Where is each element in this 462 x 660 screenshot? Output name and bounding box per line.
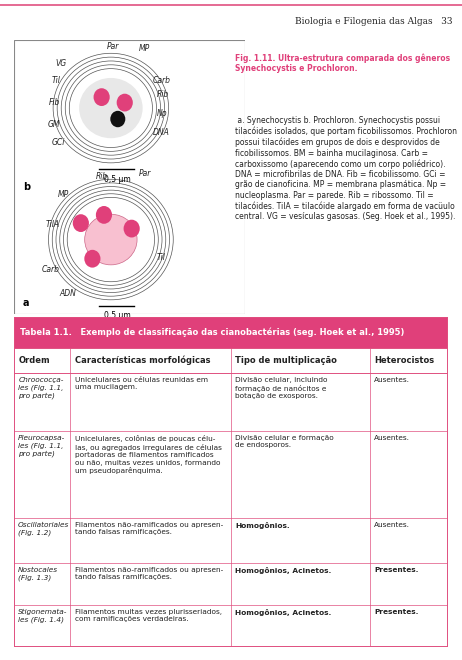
Text: Homogônios.: Homogônios. (235, 522, 290, 529)
Text: Carb: Carb (42, 265, 60, 274)
Text: Rib: Rib (96, 172, 108, 181)
Text: b: b (23, 182, 30, 192)
Text: DNA: DNA (152, 128, 170, 137)
Text: Filamentos não-ramificados ou apresen-
tando falsas ramificações.: Filamentos não-ramificados ou apresen- t… (75, 522, 223, 535)
Text: Tabela 1.1.   Exemplo de classificação das cianobactérias (seg. Hoek et al., 199: Tabela 1.1. Exemplo de classificação das… (20, 328, 405, 337)
Text: Til: Til (157, 253, 166, 262)
Text: Homogônios, Acinetos.: Homogônios, Acinetos. (235, 567, 332, 574)
Text: Filamentos muitas vezes plurisseriados,
com ramificações verdadeiras.: Filamentos muitas vezes plurisseriados, … (75, 609, 222, 622)
Text: Pleurocapsa-
les (Fig. 1.1,
pro parte): Pleurocapsa- les (Fig. 1.1, pro parte) (18, 435, 66, 457)
Text: Ausentes.: Ausentes. (374, 522, 410, 528)
Text: Ordem: Ordem (18, 356, 50, 365)
FancyBboxPatch shape (14, 317, 448, 647)
Text: Presentes.: Presentes. (374, 567, 419, 573)
FancyBboxPatch shape (14, 317, 448, 348)
Text: a. Synechocystis b. Prochloron. Synechocystis possui tilacóides isolados, que po: a. Synechocystis b. Prochloron. Synechoc… (235, 116, 457, 221)
Text: Til: Til (51, 76, 60, 85)
Text: Ausentes.: Ausentes. (374, 435, 410, 441)
FancyBboxPatch shape (14, 40, 245, 314)
Text: Carb: Carb (152, 76, 170, 85)
Text: Nostocales
(Fig. 1.3): Nostocales (Fig. 1.3) (18, 567, 58, 581)
Text: Par: Par (107, 42, 119, 51)
Text: Divisão celular, incluindo
formação de nanócitos e
botação de exosporos.: Divisão celular, incluindo formação de n… (235, 377, 328, 399)
Ellipse shape (85, 214, 137, 265)
Text: MP: MP (58, 190, 69, 199)
Text: Rib: Rib (157, 90, 170, 99)
Text: Chroococça-
les (Fig. 1.1,
pro parte): Chroococça- les (Fig. 1.1, pro parte) (18, 377, 64, 399)
Text: VG: VG (56, 59, 67, 68)
Text: Par: Par (139, 169, 151, 178)
Ellipse shape (73, 214, 89, 232)
Text: Stigonemata-
les (Fig. 1.4): Stigonemata- les (Fig. 1.4) (18, 609, 67, 623)
Text: Biologia e Filogenia das Algas   33: Biologia e Filogenia das Algas 33 (295, 16, 453, 26)
Text: Presentes.: Presentes. (374, 609, 419, 615)
Ellipse shape (93, 88, 110, 106)
Text: MP: MP (139, 44, 150, 53)
Text: Heterocistos: Heterocistos (374, 356, 434, 365)
Text: a: a (23, 298, 30, 308)
Text: GCi: GCi (51, 137, 65, 147)
Ellipse shape (96, 206, 112, 224)
Ellipse shape (79, 78, 143, 138)
Text: ADN: ADN (59, 289, 76, 298)
Ellipse shape (110, 111, 125, 127)
Ellipse shape (84, 250, 100, 267)
Text: Divisão celular e formação
de endosporos.: Divisão celular e formação de endosporos… (235, 435, 334, 448)
Text: Ausentes.: Ausentes. (374, 377, 410, 383)
Text: TilA: TilA (46, 220, 60, 229)
Text: Características morfológicas: Características morfológicas (75, 356, 210, 365)
Text: GM: GM (48, 120, 60, 129)
Text: Filamentos não-ramificados ou apresen-
tando falsas ramificações.: Filamentos não-ramificados ou apresen- t… (75, 567, 223, 581)
Text: Unicelulares, colônias de poucas célu-
las, ou agregados irregulares de células
: Unicelulares, colônias de poucas célu- l… (75, 435, 222, 475)
Text: Unicelulares ou células reunidas em
uma mucilagem.: Unicelulares ou células reunidas em uma … (75, 377, 208, 390)
Text: Tipo de multiplicação: Tipo de multiplicação (235, 356, 337, 365)
Text: Homogônios, Acinetos.: Homogônios, Acinetos. (235, 609, 332, 616)
Text: Np: Np (157, 109, 168, 118)
Ellipse shape (116, 94, 133, 112)
Text: 0,5 μm: 0,5 μm (104, 311, 131, 319)
Text: Fib: Fib (49, 98, 60, 107)
Text: 0,5 μm: 0,5 μm (104, 175, 131, 184)
Ellipse shape (124, 220, 140, 238)
Text: Fig. 1.11. Ultra-estrutura comparada dos gêneros Synechocystis e Prochloron.: Fig. 1.11. Ultra-estrutura comparada dos… (235, 53, 450, 73)
Text: Oscillatoriales
(Fig. 1.2): Oscillatoriales (Fig. 1.2) (18, 522, 70, 536)
